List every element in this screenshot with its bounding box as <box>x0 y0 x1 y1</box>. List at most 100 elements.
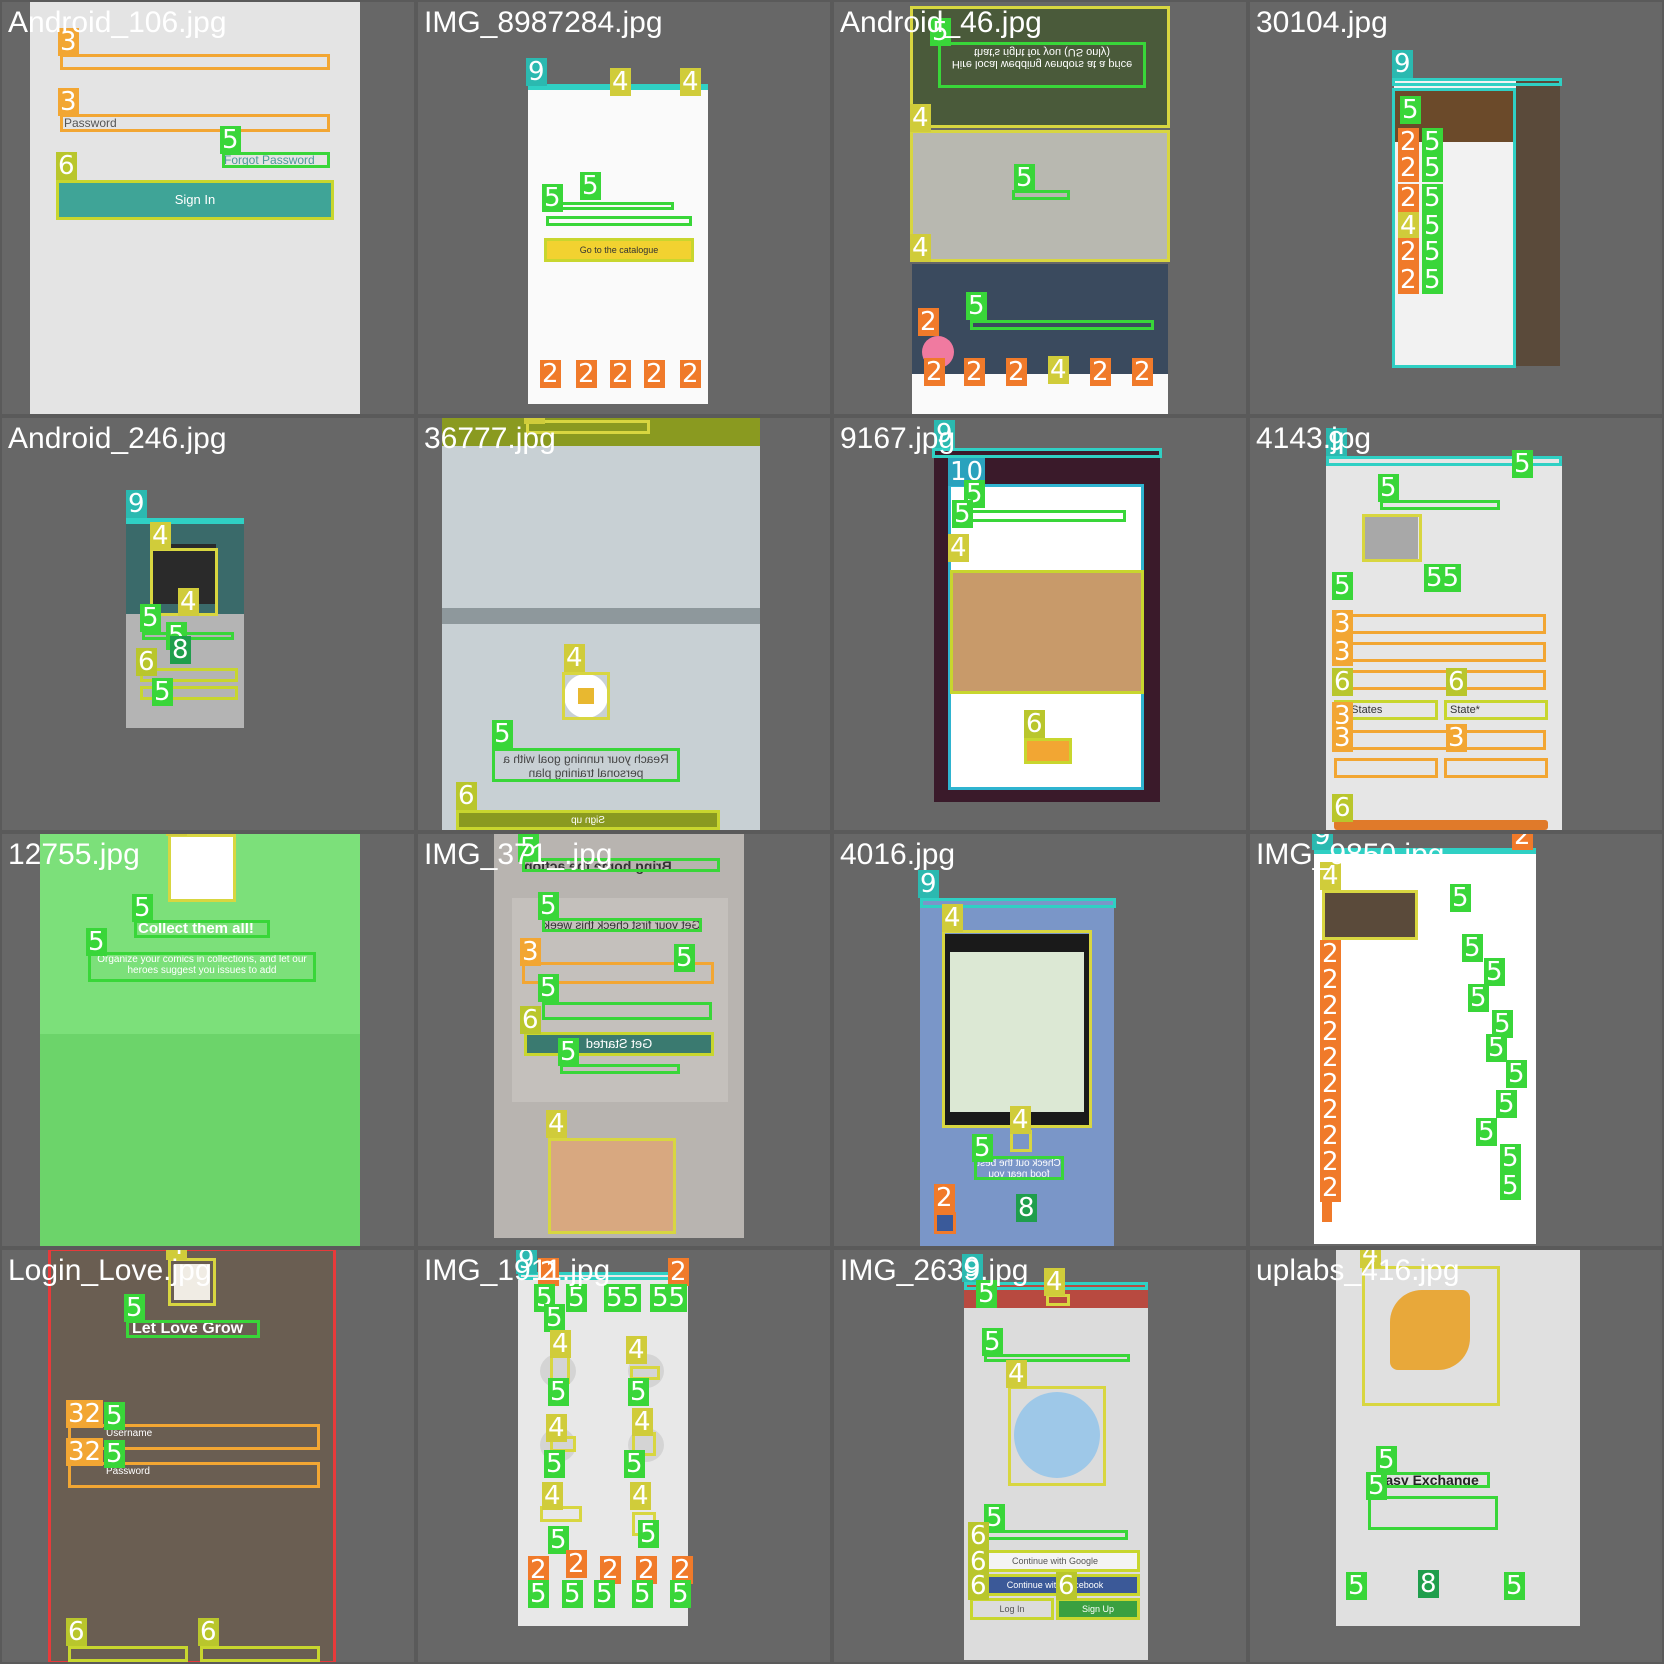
input-box[interactable] <box>1334 642 1546 662</box>
delivery-photo <box>550 1140 674 1232</box>
text-box <box>986 1530 1128 1540</box>
class-tag: 2 <box>538 1257 559 1287</box>
go-to-catalogue-button[interactable]: Go to the catalogue <box>546 240 692 260</box>
class-tag: 5 <box>1484 957 1505 987</box>
sign-in-button[interactable]: Sign In <box>58 182 332 218</box>
class-tag: 4 <box>166 1250 187 1260</box>
password-field-box[interactable] <box>60 114 330 132</box>
password-label: Password <box>64 116 117 130</box>
class-tag: 4 <box>942 903 963 933</box>
class-tag: 6 <box>968 1521 989 1551</box>
state-select-value[interactable]: State* <box>1450 704 1480 716</box>
continue-facebook-button[interactable]: Continue with Facebook <box>972 1576 1138 1594</box>
class-tag: 5 <box>1468 983 1489 1013</box>
back-arrow-icon[interactable] <box>936 1214 954 1232</box>
class-tag: 4 <box>178 587 199 617</box>
class-tag: 6 <box>66 1617 87 1647</box>
class-tag: 6 <box>968 1571 989 1601</box>
forgot-password-box[interactable] <box>222 152 330 168</box>
class-tag: 5 <box>1332 571 1353 601</box>
sign-up-button[interactable]: Sign Up <box>1058 1600 1138 1618</box>
class-tag: 4 <box>910 233 931 263</box>
class-tag: 6 <box>1056 1571 1077 1601</box>
class-tag: 5 <box>1506 1059 1527 1089</box>
class-tag: 5 <box>972 1133 993 1163</box>
tile-4016: 4016.jpg 9 4 4 Check out the best food n… <box>834 834 1246 1246</box>
input-box[interactable] <box>1334 614 1546 634</box>
input-box[interactable] <box>1334 758 1438 778</box>
tile-img-371: IMG_371_.jpg Bring home the action 5 Get… <box>418 834 830 1246</box>
class-tag: 5 <box>528 1579 549 1609</box>
class-tag: 2 <box>566 1549 587 1579</box>
input-box[interactable] <box>1444 758 1548 778</box>
log-in-button[interactable]: Log In <box>972 1600 1052 1618</box>
filename-label: Android_106.jpg <box>8 6 227 39</box>
class-tag: 2 <box>1320 1069 1341 1099</box>
desc-box <box>88 952 316 982</box>
select-box[interactable] <box>1444 700 1548 720</box>
input-box[interactable] <box>522 962 714 984</box>
class-tag: 5 <box>1496 1089 1517 1119</box>
input-box[interactable] <box>1334 730 1546 750</box>
class-tag: 5 <box>542 183 563 213</box>
class-tag: 5 <box>86 927 107 957</box>
status-bar-box <box>126 518 244 524</box>
class-tag: 4 <box>626 1335 647 1365</box>
username-field-box[interactable] <box>68 1424 320 1450</box>
class-tag: 2 <box>636 1555 657 1585</box>
continue-google-button[interactable]: Continue with Google <box>972 1552 1138 1570</box>
class-tag: 8 <box>170 635 191 665</box>
class-tag: 2 <box>1398 153 1419 183</box>
class-tag: 2 <box>1320 1017 1341 1047</box>
filename-label: 12755.jpg <box>8 838 140 871</box>
filename-label: IMG_8987284.jpg <box>424 6 663 39</box>
class-tag: 5 <box>538 891 559 921</box>
class-tag: 2 <box>1006 357 1027 387</box>
class-tag: 4 <box>166 834 187 836</box>
continue-button[interactable] <box>1334 820 1548 830</box>
class-tag: 5 <box>538 973 559 1003</box>
class-tag: 2 <box>610 359 631 389</box>
icon-box <box>562 672 610 720</box>
class-tag: 4 <box>542 1481 563 1511</box>
class-tag: 3 <box>1332 609 1353 639</box>
filename-label: IMG_371_.jpg <box>424 838 613 871</box>
class-tag: 6 <box>1332 793 1353 823</box>
class-tag: 5 <box>518 834 539 863</box>
class-tag: 5 <box>966 291 987 321</box>
class-tag: 3 <box>1332 723 1353 753</box>
title: Let Love Grow <box>132 1320 244 1337</box>
class-tag: 5 <box>1450 883 1471 913</box>
logo-box <box>526 420 650 434</box>
class-tag: 3 <box>58 87 79 117</box>
text-box <box>984 1354 1130 1362</box>
class-tag: 5 <box>976 1279 997 1309</box>
class-tag: 9 <box>1392 49 1413 79</box>
class-tag: 2 <box>1398 265 1419 295</box>
class-tag: 6 <box>1332 667 1353 697</box>
background-shape <box>40 1034 360 1246</box>
filename-label: IMG_1911.jpg <box>424 1254 611 1287</box>
email-field-box[interactable] <box>60 54 330 70</box>
screen-box <box>1392 88 1516 368</box>
class-tag: 2 <box>1320 1121 1341 1151</box>
class-tag: 4 <box>1360 1250 1381 1268</box>
class-tag: 2 <box>600 1555 621 1585</box>
class-tag: 5 <box>492 719 513 749</box>
bottom-nav <box>912 374 1168 414</box>
button-box <box>140 686 238 700</box>
class-tag: 5 <box>558 1037 579 1067</box>
input-box[interactable] <box>1334 670 1546 690</box>
class-tag: 4 <box>1398 211 1419 241</box>
class-tag: 2 <box>528 1555 549 1585</box>
forgot-password-link[interactable]: Forgot Password <box>224 153 315 167</box>
product-image <box>1362 516 1418 560</box>
password-field-box[interactable] <box>68 1462 320 1488</box>
class-tag: 5 <box>1512 449 1533 479</box>
class-tag: 2 <box>1320 1173 1341 1203</box>
confirm-button[interactable] <box>1026 740 1070 762</box>
image-box <box>1362 1266 1500 1406</box>
class-tag: 6 <box>198 1617 219 1647</box>
filename-label: Android_246.jpg <box>8 422 227 455</box>
